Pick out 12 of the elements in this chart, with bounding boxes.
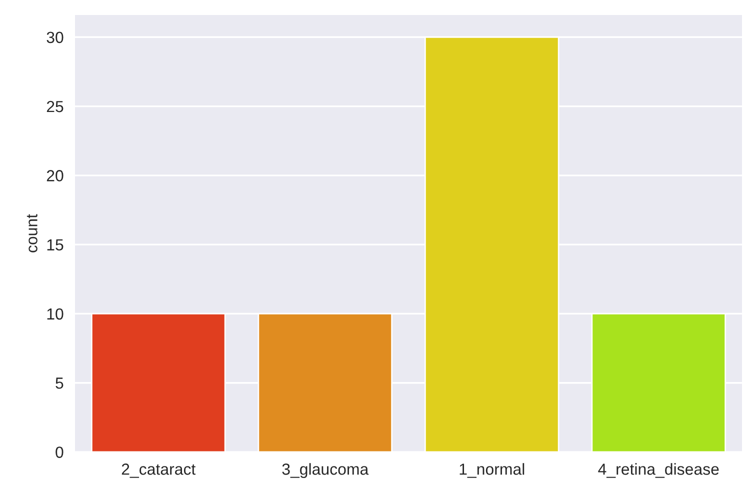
y-tick-label: 30 [46,32,64,44]
y-tick-label: 25 [46,100,64,112]
x-tick-label: 2_cataract [122,464,196,478]
y-tick-label: 15 [47,239,64,251]
x-tick-label: 3_glaucoma [282,463,369,478]
y-axis-title: count [26,214,38,252]
x-tick-label: 4_retina_disease [598,463,719,478]
y-tick-label: 5 [56,378,64,389]
y-tick-label: 10 [47,308,64,320]
x-tick-label: 1_normal [460,463,524,478]
y-tick-label: 20 [46,170,64,182]
y-tick-label: 0 [56,446,64,458]
